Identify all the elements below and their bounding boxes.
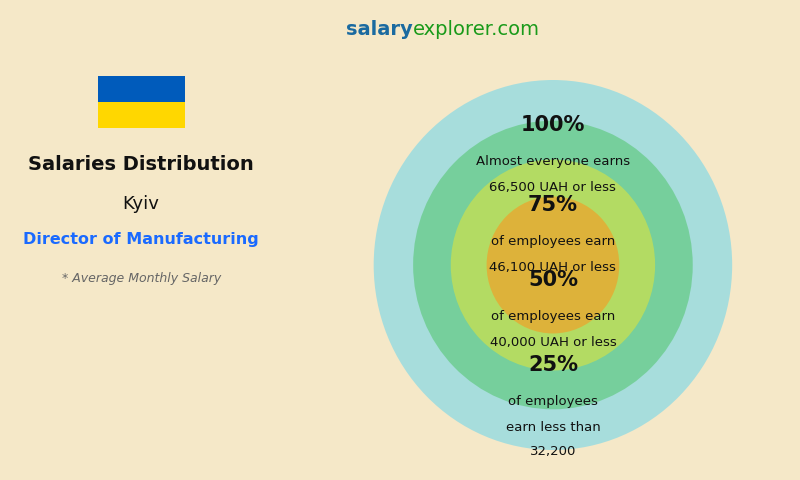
- Text: of employees earn: of employees earn: [491, 310, 615, 323]
- Text: earn less than: earn less than: [506, 421, 600, 434]
- Text: Salaries Distribution: Salaries Distribution: [28, 155, 254, 174]
- Circle shape: [486, 196, 619, 334]
- Text: explorer.com: explorer.com: [413, 20, 539, 39]
- Text: of employees: of employees: [508, 395, 598, 408]
- FancyBboxPatch shape: [98, 102, 185, 128]
- Circle shape: [374, 80, 732, 450]
- Text: 40,000 UAH or less: 40,000 UAH or less: [490, 336, 616, 349]
- Text: 75%: 75%: [528, 195, 578, 215]
- Text: 25%: 25%: [528, 355, 578, 375]
- Text: Kyiv: Kyiv: [122, 195, 159, 213]
- Text: salary: salary: [346, 20, 413, 39]
- Text: 100%: 100%: [521, 115, 585, 135]
- Text: 66,500 UAH or less: 66,500 UAH or less: [490, 181, 616, 194]
- Text: 46,100 UAH or less: 46,100 UAH or less: [490, 261, 616, 274]
- Circle shape: [413, 120, 693, 409]
- Text: Director of Manufacturing: Director of Manufacturing: [23, 232, 259, 247]
- Text: Almost everyone earns: Almost everyone earns: [476, 155, 630, 168]
- Circle shape: [450, 159, 655, 371]
- Text: 50%: 50%: [528, 270, 578, 290]
- FancyBboxPatch shape: [98, 76, 185, 102]
- Text: of employees earn: of employees earn: [491, 235, 615, 248]
- Text: 32,200: 32,200: [530, 445, 576, 458]
- Text: * Average Monthly Salary: * Average Monthly Salary: [62, 272, 221, 285]
